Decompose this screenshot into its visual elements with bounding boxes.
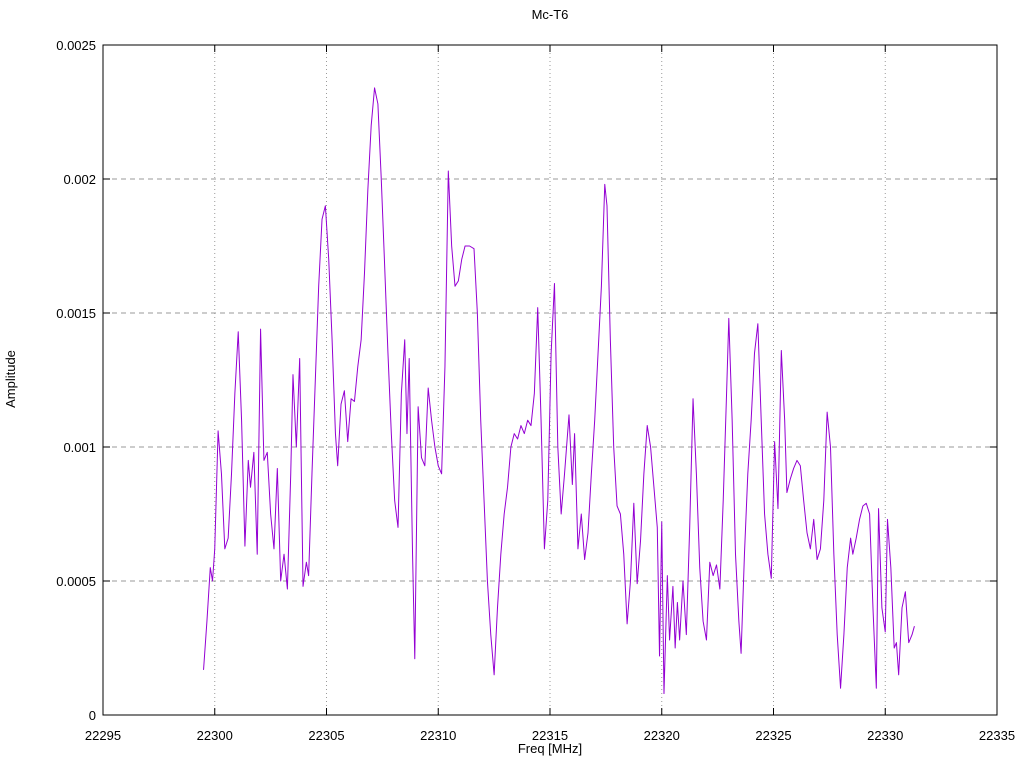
x-axis-label: Freq [MHz] — [518, 741, 582, 756]
x-tick-label: 22320 — [644, 728, 680, 743]
axis-ticks — [102, 44, 998, 716]
grid-lines — [103, 45, 997, 715]
x-tick-label: 22310 — [420, 728, 456, 743]
x-tick-labels: 22295 22300 22305 22310 22315 22320 22325 22330… — [85, 728, 1015, 743]
chart-title: Mc-T6 — [532, 7, 569, 22]
x-tick-label: 22315 — [532, 728, 568, 743]
y-tick-label: 0.0025 — [56, 38, 96, 53]
data-series-line — [203, 87, 915, 695]
y-tick-label: 0 — [89, 708, 96, 723]
x-tick-label: 22325 — [755, 728, 791, 743]
y-tick-label: 0.001 — [63, 440, 96, 455]
x-tick-label: 22335 — [979, 728, 1015, 743]
y-tick-label: 0.0005 — [56, 574, 96, 589]
y-tick-label: 0.0015 — [56, 306, 96, 321]
x-tick-label: 22295 — [85, 728, 121, 743]
y-axis-label: Amplitude — [3, 350, 18, 408]
x-tick-label: 22305 — [308, 728, 344, 743]
x-tick-label: 22330 — [867, 728, 903, 743]
y-tick-label: 0.002 — [63, 172, 96, 187]
x-tick-label: 22300 — [197, 728, 233, 743]
y-tick-labels: 0 0.0005 0.001 0.0015 0.002 0.0025 — [56, 38, 96, 723]
